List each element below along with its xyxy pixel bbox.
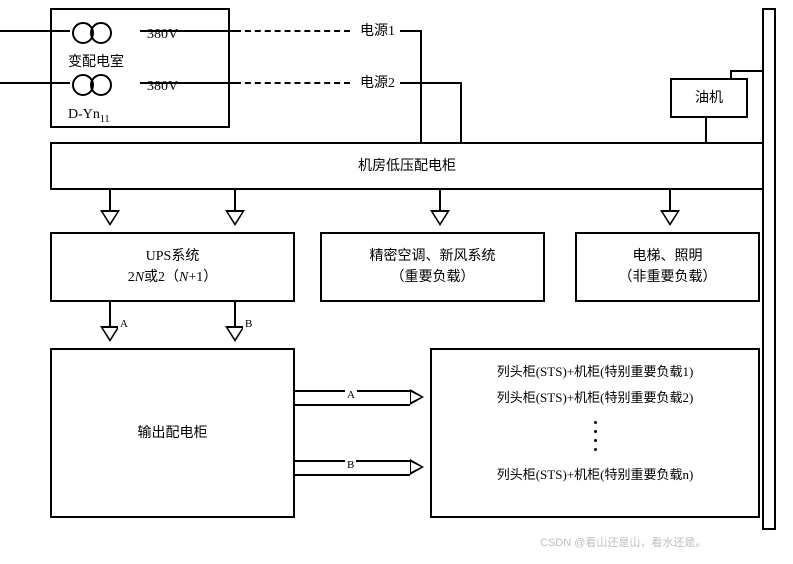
stem-1a <box>109 190 111 210</box>
ups-line1: UPS系统 <box>146 246 200 267</box>
frame-right-outer <box>774 8 776 530</box>
transformer-icon-1 <box>72 22 116 44</box>
stem-1b <box>234 190 236 210</box>
gen-down <box>705 118 707 142</box>
precision-ac-line2: （重要负载） <box>391 267 475 288</box>
power1-label: 电源1 <box>360 20 395 40</box>
power2-label: 电源2 <box>360 72 395 92</box>
watermark-text: CSDN @看山还是山，看水还是。 <box>540 534 706 550</box>
rack-load-1: 列头柜(STS)+机柜(特别重要负载1) <box>497 362 694 382</box>
elevator-line1: 电梯、照明 <box>633 246 703 267</box>
rack-load-2: 列头柜(STS)+机柜(特别重要负载2) <box>497 388 694 408</box>
ups-line2: 2N或2（N+1） <box>128 267 218 288</box>
rack-loads-box: 列头柜(STS)+机柜(特别重要负载1) 列头柜(STS)+机柜(特别重要负载2… <box>430 348 760 518</box>
output-cabinet-box: 输出配电柜 <box>50 348 295 518</box>
stem-b <box>234 302 236 326</box>
voltage-label-1: 380V <box>147 24 178 45</box>
vertical-dots-icon <box>594 421 597 451</box>
dash-line-2 <box>235 82 350 84</box>
elevator-line2: （非重要负载） <box>619 267 717 288</box>
p2-stub <box>400 82 460 84</box>
label-a-out: A <box>345 389 357 401</box>
arrow-down-1b <box>225 210 245 226</box>
line-out-a-bot <box>295 404 410 406</box>
voltage-label-2: 380V <box>147 76 178 97</box>
frame-bottom-cap <box>762 528 776 530</box>
elevator-lighting-box: 电梯、照明 （非重要负载） <box>575 232 760 302</box>
out-line-1a <box>140 30 235 32</box>
p1-stub <box>400 30 420 32</box>
transformer-room-label: 变配电室 <box>68 52 124 73</box>
power-distribution-diagram: 380V 变配电室 380V D-Yn11 电源1 电源2 油机 机房低压配电柜 <box>0 0 793 564</box>
dash-line-1 <box>235 30 350 32</box>
stem-2 <box>439 190 441 210</box>
arrow-down-2 <box>430 210 450 226</box>
frame-top-cap <box>762 8 776 10</box>
output-cabinet-label: 输出配电柜 <box>138 423 208 444</box>
precision-ac-line1: 精密空调、新风系统 <box>370 246 496 267</box>
transformer-room-box: 380V 变配电室 380V D-Yn11 <box>50 8 230 128</box>
p1-down <box>420 30 422 142</box>
arrow-down-b <box>225 326 245 342</box>
label-a-in: A <box>118 318 130 330</box>
arrow-down-3 <box>660 210 680 226</box>
gen-stub-top <box>730 70 762 72</box>
line-out-b-bot <box>295 474 410 476</box>
generator-label: 油机 <box>695 88 723 109</box>
stem-a <box>109 302 111 326</box>
arrow-down-a <box>100 326 120 342</box>
feed-line-2 <box>0 82 70 84</box>
label-b-in: B <box>243 318 254 330</box>
frame-right-inner <box>762 8 764 530</box>
rack-load-n: 列头柜(STS)+机柜(特别重要负载n) <box>497 465 694 485</box>
low-voltage-cabinet-label: 机房低压配电柜 <box>358 156 456 177</box>
transformer-icon-2 <box>72 74 116 96</box>
arrow-down-1a <box>100 210 120 226</box>
p2-down <box>460 82 462 142</box>
ups-system-box: UPS系统 2N或2（N+1） <box>50 232 295 302</box>
label-b-out: B <box>345 459 356 471</box>
arrow-right-b <box>410 459 424 475</box>
out-line-2a <box>140 82 235 84</box>
arrow-right-a <box>410 389 424 405</box>
transformer-config-label: D-Yn11 <box>68 104 110 127</box>
stem-3 <box>669 190 671 210</box>
low-voltage-cabinet-box: 机房低压配电柜 <box>50 142 764 190</box>
feed-line-1 <box>0 30 70 32</box>
generator-box: 油机 <box>670 78 748 118</box>
gen-stub-v <box>730 70 732 80</box>
precision-ac-box: 精密空调、新风系统 （重要负载） <box>320 232 545 302</box>
